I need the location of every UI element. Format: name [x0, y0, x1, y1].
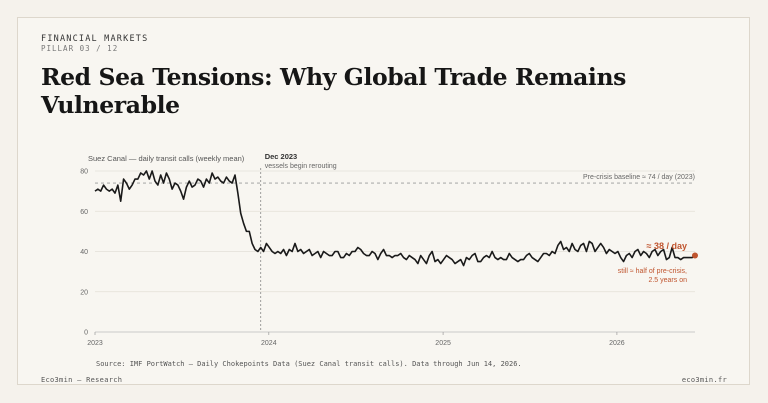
y-tick-label: 60: [80, 209, 88, 216]
endpoint-note-line1: still ≈ half of pre-crisis,: [618, 268, 687, 275]
x-tick-label: 2026: [609, 340, 625, 347]
y-tick-label: 40: [80, 249, 88, 256]
event-label: Dec 2023: [265, 152, 298, 161]
baseline-label: Pre-crisis baseline ≈ 74 / day (2023): [583, 174, 695, 181]
page-title: Red Sea Tensions: Why Global Trade Remai…: [41, 63, 626, 119]
y-axis-label: Suez Canal — daily transit calls (weekly…: [88, 154, 245, 163]
pillar-counter: PILLAR 03 / 12: [41, 44, 119, 53]
x-tick-labels: 2023 2024 2025 2026: [87, 332, 625, 347]
event-sublabel: vessels begin rerouting: [265, 163, 337, 170]
y-tick-label: 0: [84, 330, 88, 337]
footer-brand: Eco3min — Research: [41, 376, 123, 384]
y-tick-label: 80: [80, 169, 88, 176]
section-kicker: FINANCIAL MARKETS: [41, 34, 149, 44]
y-tick-label: 20: [80, 289, 88, 296]
card-frame: [17, 17, 750, 385]
endpoint-label: ≈ 38 / day: [647, 241, 687, 251]
source-note: Source: IMF PortWatch — Daily Chokepoint…: [96, 360, 522, 368]
x-tick-label: 2023: [87, 340, 103, 347]
x-tick-label: 2025: [435, 340, 451, 347]
endpoint-dot: [692, 252, 698, 259]
series-line: [94, 170, 696, 267]
footer-url: eco3min.fr: [681, 376, 727, 384]
endpoint-note-line2: 2.5 years on: [648, 277, 687, 284]
y-tick-labels: 0 20 40 60 80: [80, 169, 88, 337]
x-tick-label: 2024: [261, 340, 277, 347]
